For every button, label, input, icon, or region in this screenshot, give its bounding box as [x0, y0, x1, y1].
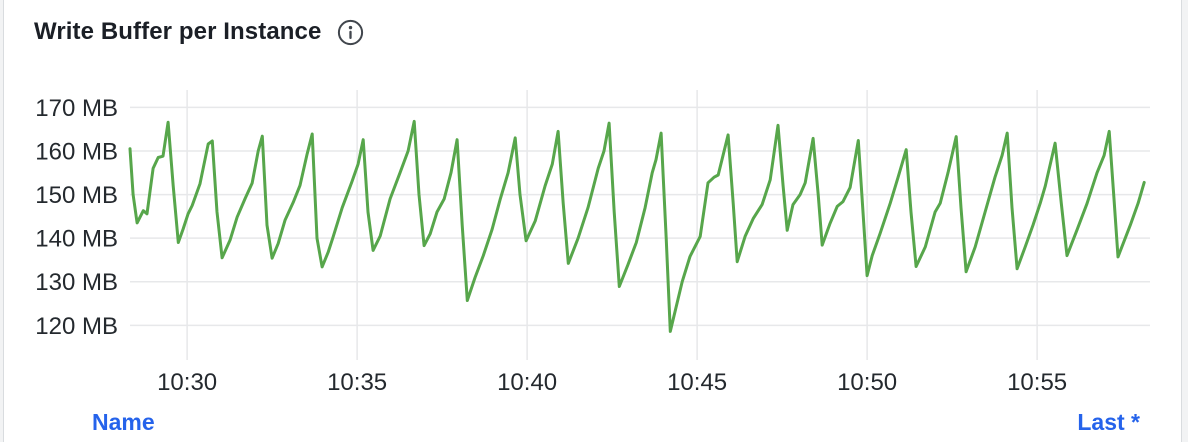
x-tick-label: 10:40 — [497, 369, 557, 396]
x-tick-label: 10:30 — [157, 369, 217, 396]
y-tick-label: 130 MB — [35, 269, 118, 296]
x-tick-label: 10:50 — [837, 369, 897, 396]
x-tick-label: 10:45 — [667, 369, 727, 396]
info-circle-icon[interactable] — [337, 19, 364, 46]
legend-last-header[interactable]: Last * — [1077, 409, 1140, 435]
legend-header-row: Name Last * — [4, 406, 1181, 442]
y-tick-label: 150 MB — [35, 182, 118, 209]
x-tick-label: 10:55 — [1007, 369, 1067, 396]
y-tick-label: 170 MB — [35, 95, 118, 122]
series-line-write-buffer — [128, 119, 1146, 333]
legend-name-header[interactable]: Name — [92, 409, 155, 435]
panel-header: Write Buffer per Instance — [34, 14, 364, 50]
write-buffer-panel: Write Buffer per Instance Name Last * — [3, 0, 1182, 442]
y-tick-label: 120 MB — [35, 313, 118, 340]
x-tick-label: 10:35 — [327, 369, 387, 396]
panel-title: Write Buffer per Instance — [34, 18, 322, 45]
y-tick-label: 140 MB — [35, 226, 118, 253]
y-tick-label: 160 MB — [35, 139, 118, 166]
